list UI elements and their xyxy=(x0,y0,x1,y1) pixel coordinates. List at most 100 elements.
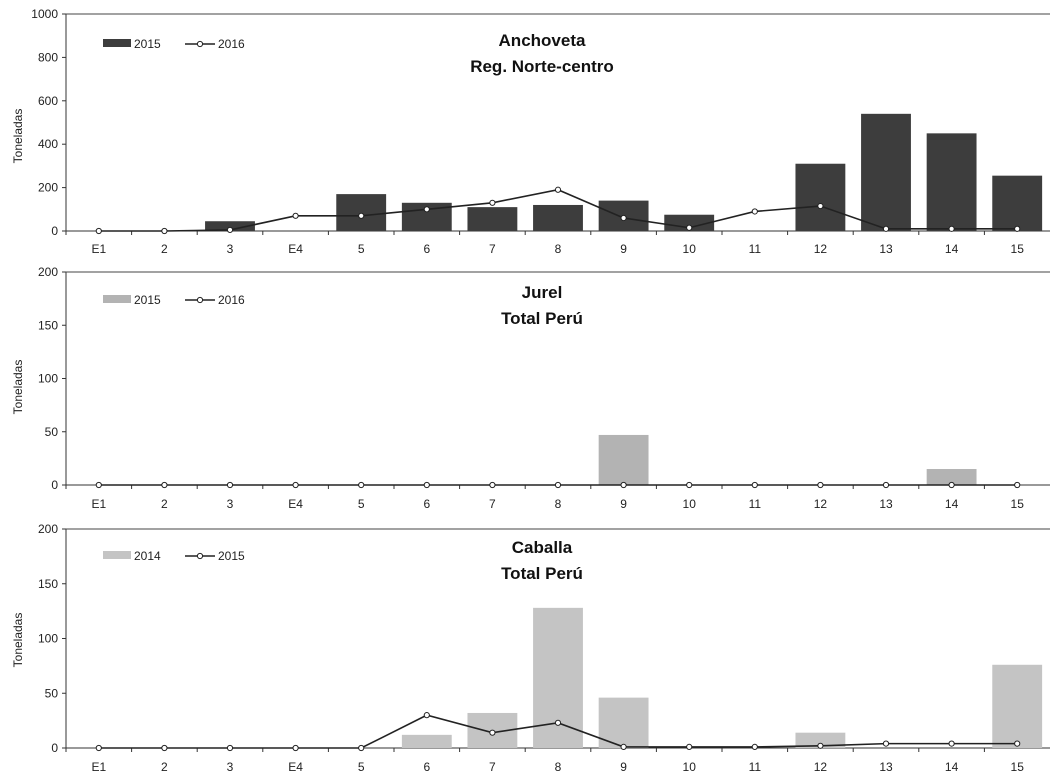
legend-swatch-bar xyxy=(103,295,131,303)
bar xyxy=(533,204,583,231)
x-tick-label: 14 xyxy=(945,242,959,256)
y-tick-label: 150 xyxy=(38,577,58,591)
line-point xyxy=(292,744,299,752)
line-point xyxy=(95,481,102,489)
x-tick-label: 10 xyxy=(683,497,697,511)
legend-label: 2015 xyxy=(134,293,161,307)
y-tick-label: 100 xyxy=(38,372,58,386)
x-tick-label: 3 xyxy=(227,497,234,511)
line-point xyxy=(751,481,758,489)
line-point xyxy=(751,208,758,215)
line-point xyxy=(751,743,758,751)
x-tick-label: 2 xyxy=(161,497,168,511)
x-tick-label: 15 xyxy=(1011,242,1025,256)
x-tick-label: E4 xyxy=(288,242,303,256)
x-tick-label: 7 xyxy=(489,242,496,256)
line-point xyxy=(554,186,562,193)
line-point xyxy=(161,481,168,489)
line-point xyxy=(358,212,365,219)
bar xyxy=(664,214,715,231)
x-tick-label: E1 xyxy=(91,760,106,774)
line-point xyxy=(882,481,890,489)
y-tick-label: 0 xyxy=(51,478,58,492)
line-point xyxy=(226,744,234,752)
x-tick-label: 8 xyxy=(555,242,562,256)
x-tick-label: 14 xyxy=(945,497,959,511)
x-tick-label: 5 xyxy=(358,760,365,774)
bar xyxy=(926,469,977,485)
bar xyxy=(992,175,1043,231)
line-point xyxy=(489,199,496,206)
y-tick-label: 100 xyxy=(38,632,58,646)
chart-anchoveta: 0 200 400 600 800 1000 Toneladas E1 2 3 E4 5 6 7 8 9 10 1… xyxy=(11,7,1050,256)
y-axis-label: Toneladas xyxy=(11,109,25,164)
bar xyxy=(401,734,452,748)
y-tick-label: 200 xyxy=(38,265,58,279)
chart-caballa: 0 50 100 150 200 Toneladas E1 2 3 E4 5 6 7 8 9 10 11 12 13… xyxy=(11,522,1050,774)
line-point xyxy=(489,481,496,489)
line-point xyxy=(423,481,430,489)
line-point xyxy=(686,224,693,231)
x-tick-label: 14 xyxy=(945,760,959,774)
bar xyxy=(598,434,649,485)
chart-title: Jurel xyxy=(522,283,563,302)
legend-swatch-marker xyxy=(196,296,204,304)
x-tick-label: 6 xyxy=(423,497,430,511)
x-tick-label: 6 xyxy=(423,242,430,256)
line-point xyxy=(292,212,299,219)
line-point xyxy=(1014,225,1021,232)
chart-jurel: 0 50 100 150 200 Toneladas E1 2 3 E4 5 6 7 8 9 10 11 12 13… xyxy=(11,265,1050,511)
x-tick-label: 13 xyxy=(879,497,893,511)
bar xyxy=(992,664,1043,748)
bar xyxy=(336,194,387,231)
chart-title: Anchoveta xyxy=(499,31,586,50)
y-tick-label: 200 xyxy=(38,181,58,195)
x-tick-label: 13 xyxy=(879,242,893,256)
x-tick-label: 7 xyxy=(489,760,496,774)
line-point xyxy=(882,225,890,232)
y-tick-label: 200 xyxy=(38,522,58,536)
x-tick-label: 5 xyxy=(358,497,365,511)
bar xyxy=(926,133,977,231)
line-point xyxy=(817,202,824,210)
x-tick-label: 9 xyxy=(620,242,627,256)
x-tick-label: 13 xyxy=(879,760,893,774)
bar xyxy=(861,113,911,231)
line-point xyxy=(686,481,693,489)
legend-swatch-marker xyxy=(196,552,204,560)
bar xyxy=(795,732,846,748)
chart-subtitle: Reg. Norte-centro xyxy=(470,57,614,76)
x-tick-label: 8 xyxy=(555,497,562,511)
line-point xyxy=(95,744,102,752)
legend-label: 2015 xyxy=(134,37,161,51)
line-point xyxy=(948,225,955,232)
bar xyxy=(598,697,649,748)
x-tick-label: 12 xyxy=(814,242,828,256)
x-tick-label: 7 xyxy=(489,497,496,511)
legend-swatch-bar xyxy=(103,39,131,47)
line-point xyxy=(620,214,627,222)
y-tick-label: 800 xyxy=(38,50,58,64)
line-point xyxy=(882,740,890,747)
x-tick-label: E1 xyxy=(91,242,106,256)
y-axis-label: Toneladas xyxy=(11,360,25,415)
x-tick-label: 6 xyxy=(423,760,430,774)
x-tick-label: E1 xyxy=(91,497,106,511)
x-tick-label: 8 xyxy=(555,760,562,774)
line-point xyxy=(358,744,365,752)
x-tick-label: E4 xyxy=(288,760,303,774)
y-tick-label: 600 xyxy=(38,94,58,108)
x-tick-label: 2 xyxy=(161,242,168,256)
x-tick-label: 9 xyxy=(620,760,627,774)
line-point xyxy=(817,481,824,489)
bar xyxy=(795,163,846,231)
legend-swatch-marker xyxy=(196,40,204,48)
x-tick-label: 10 xyxy=(683,242,697,256)
y-tick-label: 50 xyxy=(45,686,59,700)
y-tick-label: 150 xyxy=(38,318,58,332)
y-axis-label: Toneladas xyxy=(11,613,25,668)
x-tick-label: 15 xyxy=(1011,497,1025,511)
x-tick-label: 2 xyxy=(161,760,168,774)
line-point xyxy=(489,729,496,736)
